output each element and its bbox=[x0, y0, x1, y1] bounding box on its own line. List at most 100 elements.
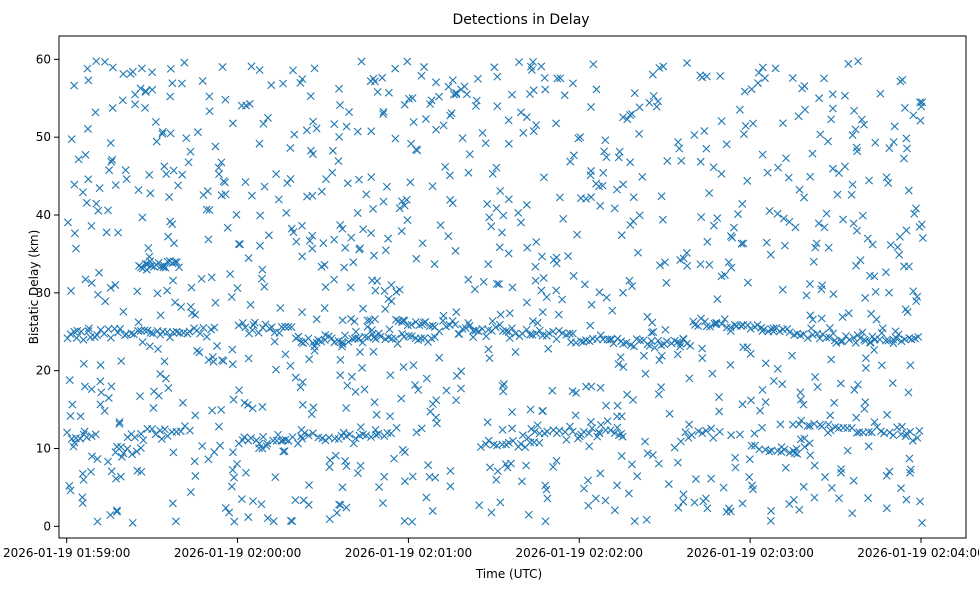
data-point bbox=[104, 394, 113, 403]
data-point bbox=[535, 326, 544, 335]
data-point bbox=[487, 508, 496, 517]
data-point bbox=[378, 73, 387, 82]
data-point bbox=[756, 406, 765, 415]
data-point bbox=[412, 428, 421, 437]
data-point bbox=[72, 333, 81, 342]
data-point bbox=[151, 430, 160, 439]
data-point bbox=[571, 411, 580, 420]
data-point bbox=[793, 449, 802, 458]
data-point bbox=[708, 369, 717, 378]
data-point bbox=[896, 430, 905, 439]
data-point bbox=[795, 420, 804, 429]
data-point bbox=[134, 185, 143, 194]
data-point bbox=[541, 85, 550, 94]
data-point bbox=[139, 436, 148, 445]
data-point bbox=[586, 321, 595, 330]
data-point bbox=[451, 320, 460, 329]
data-point bbox=[319, 239, 328, 248]
data-point bbox=[415, 321, 424, 330]
data-point bbox=[713, 214, 722, 223]
data-point bbox=[484, 345, 493, 354]
data-point bbox=[568, 427, 577, 436]
data-point bbox=[758, 63, 767, 72]
data-point bbox=[263, 439, 272, 448]
data-point bbox=[773, 364, 782, 373]
data-point bbox=[893, 423, 902, 432]
data-point bbox=[916, 116, 925, 125]
data-point bbox=[238, 319, 247, 328]
data-point bbox=[432, 125, 441, 134]
data-point bbox=[127, 329, 136, 338]
data-point bbox=[882, 504, 891, 513]
data-point bbox=[849, 219, 858, 228]
data-point bbox=[379, 107, 388, 116]
data-point bbox=[818, 281, 827, 290]
data-point bbox=[868, 240, 877, 249]
data-point bbox=[260, 282, 269, 291]
data-point bbox=[851, 125, 860, 134]
data-point bbox=[813, 383, 822, 391]
data-point bbox=[902, 134, 911, 143]
data-point bbox=[685, 374, 694, 383]
data-point bbox=[655, 355, 664, 364]
data-point bbox=[67, 135, 76, 144]
data-point bbox=[650, 343, 659, 352]
data-point bbox=[334, 157, 343, 166]
data-point bbox=[765, 206, 774, 215]
data-point bbox=[641, 437, 650, 446]
data-point bbox=[108, 103, 117, 112]
data-point bbox=[740, 87, 749, 96]
data-point bbox=[121, 166, 130, 175]
data-point bbox=[452, 396, 461, 405]
data-point bbox=[478, 128, 487, 137]
data-point bbox=[498, 425, 507, 434]
data-point bbox=[726, 360, 735, 369]
data-point bbox=[332, 508, 341, 517]
data-point bbox=[538, 308, 547, 317]
data-point bbox=[407, 332, 416, 341]
data-point bbox=[603, 335, 612, 344]
data-point bbox=[722, 140, 731, 149]
data-point bbox=[574, 434, 582, 443]
data-point bbox=[156, 311, 165, 320]
data-point bbox=[144, 244, 153, 253]
data-point bbox=[146, 189, 155, 198]
data-point bbox=[619, 113, 628, 122]
data-point bbox=[91, 430, 100, 439]
data-point bbox=[70, 327, 79, 336]
data-point bbox=[617, 429, 626, 438]
data-point bbox=[496, 498, 505, 507]
data-point bbox=[398, 318, 407, 327]
data-point bbox=[215, 170, 224, 179]
data-point bbox=[838, 337, 847, 346]
data-point bbox=[197, 274, 206, 283]
data-point bbox=[780, 241, 789, 250]
data-point bbox=[267, 81, 276, 90]
data-point bbox=[532, 237, 541, 246]
data-point bbox=[294, 332, 303, 341]
data-point bbox=[334, 434, 343, 443]
data-point bbox=[116, 324, 125, 333]
data-point bbox=[401, 477, 410, 486]
data-point bbox=[800, 442, 809, 451]
data-point bbox=[832, 338, 841, 347]
data-point bbox=[822, 209, 831, 218]
data-point bbox=[199, 191, 208, 200]
data-point bbox=[170, 258, 179, 267]
data-point bbox=[70, 180, 79, 189]
data-point bbox=[84, 175, 93, 184]
data-point bbox=[339, 428, 348, 437]
data-point bbox=[789, 446, 798, 455]
data-point bbox=[241, 178, 250, 186]
data-point bbox=[864, 442, 873, 451]
y-tick-label: 30 bbox=[36, 286, 51, 300]
data-point bbox=[861, 364, 870, 373]
data-point bbox=[364, 333, 373, 342]
data-point bbox=[906, 427, 915, 436]
data-point bbox=[614, 153, 623, 162]
data-point bbox=[417, 424, 426, 433]
data-point bbox=[418, 239, 427, 248]
data-point bbox=[552, 253, 561, 262]
data-point bbox=[531, 262, 540, 271]
data-point bbox=[380, 287, 389, 296]
